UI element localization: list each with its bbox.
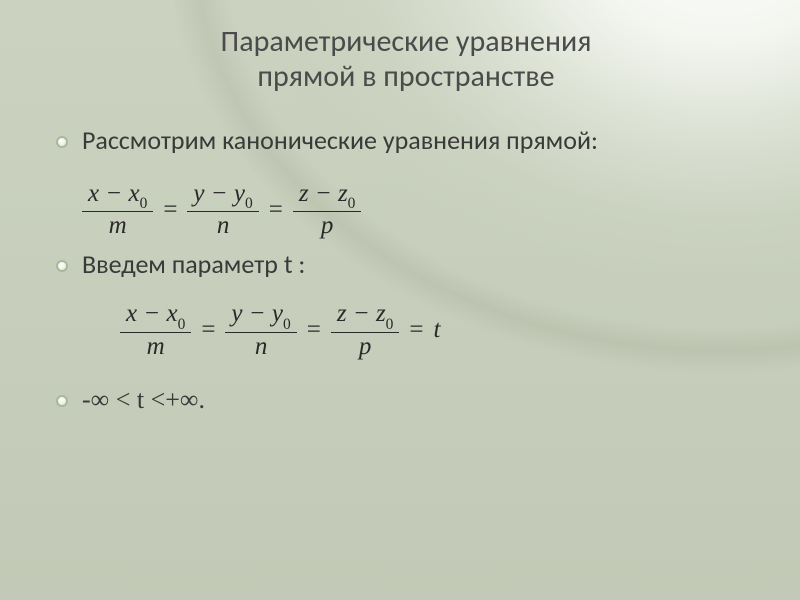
frac-y-sub: 0 [283,316,291,333]
frac-z-sub: 0 [386,316,394,333]
slide: Параметрические уравнения прямой в прост… [0,0,800,600]
frac-z-sub: 0 [348,195,356,212]
fraction-y: y − y0 n [225,300,296,360]
equals-sign: = [267,196,285,224]
fraction-x: x − x0 m [82,180,153,240]
frac-y-sub: 0 [245,195,253,212]
frac-x-num: x − x [126,300,178,327]
bullet-list: Рассмотрим канонические уравнения прямой… [56,123,756,417]
fraction-y: y − y0 n [187,180,258,240]
parameter-t: t [434,316,441,344]
bullet-1-text: Рассмотрим канонические уравнения прямой… [82,123,598,158]
list-item: -∞ < t <+∞. [56,382,756,417]
bullet-1-content: Рассмотрим канонические уравнения прямой… [82,123,756,240]
bullet-marker-icon [56,395,68,407]
bullet-3-text: -∞ < t <+∞. [82,382,205,417]
bullet-marker-icon [56,136,68,148]
equals-sign: = [199,316,217,344]
canonical-equation: x − x0 m = y − y0 n = z − z0 p [82,180,361,240]
frac-x-den: m [103,212,133,239]
frac-z-num: z − z [299,180,348,207]
bullet-marker-icon [56,260,68,272]
fraction-x: x − x0 m [120,300,191,360]
frac-y-den: n [211,212,236,239]
frac-x-num: x − x [88,180,140,207]
frac-y-den: n [249,333,274,360]
parametric-equation: x − x0 m = y − y0 n = z − z0 p = t [120,300,440,360]
frac-x-sub: 0 [178,316,186,333]
fraction-z: z − z0 p [293,180,362,240]
list-item: Введем параметр t : [56,247,756,282]
frac-x-den: m [141,333,171,360]
frac-z-den: p [353,333,378,360]
parametric-equation-row: x − x0 m = y − y0 n = z − z0 p = t [56,290,756,382]
fraction-z: z − z0 p [331,300,400,360]
list-item: Рассмотрим канонические уравнения прямой… [56,123,756,240]
title-line-1: Параметрические уравнения [221,23,592,60]
equals-sign: = [305,316,323,344]
equals-sign: = [161,196,179,224]
frac-y-num: y − y [231,300,283,327]
equals-sign: = [407,316,425,344]
slide-title: Параметрические уравнения прямой в прост… [56,24,756,95]
frac-z-den: p [315,212,340,239]
bullet-2-text: Введем параметр t : [82,247,305,282]
title-line-2: прямой в пространстве [257,58,554,95]
frac-y-num: y − y [193,180,245,207]
frac-z-num: z − z [337,300,386,327]
frac-x-sub: 0 [140,195,148,212]
